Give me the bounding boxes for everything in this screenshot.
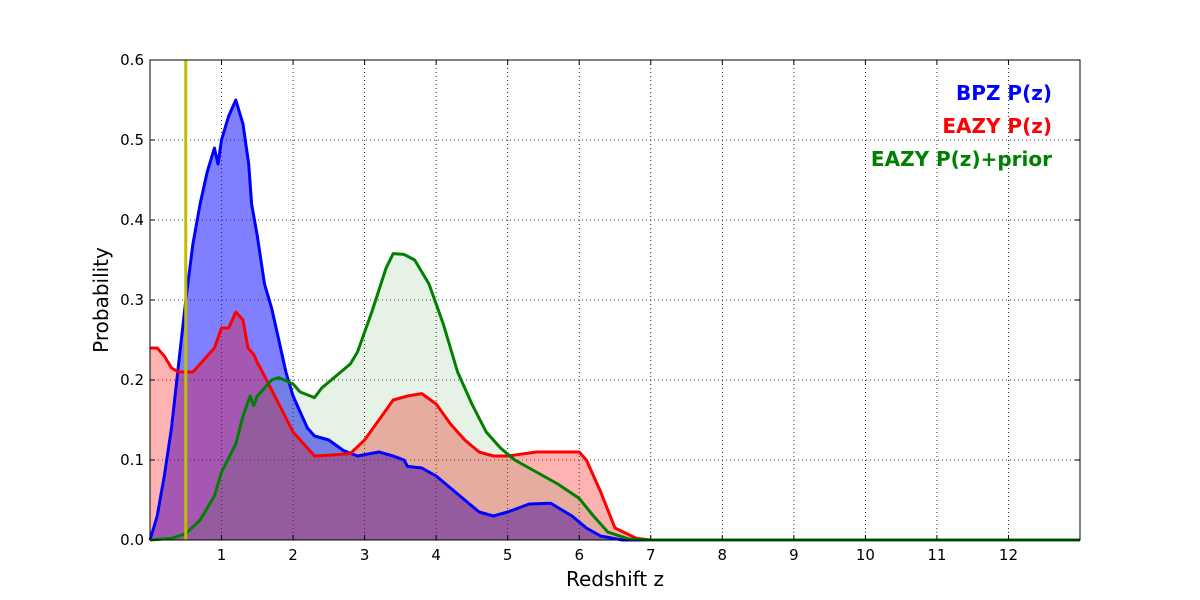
series-line-0 bbox=[148, 98, 1080, 542]
x-tick-label: 6 bbox=[574, 546, 584, 564]
x-tick-label: 5 bbox=[503, 546, 513, 564]
y-tick-label: 0.6 bbox=[120, 51, 144, 69]
series-line-1 bbox=[150, 310, 1080, 542]
series-fill-0 bbox=[150, 100, 1080, 540]
y-tick-label: 0.3 bbox=[120, 291, 144, 309]
x-tick-label: 7 bbox=[646, 546, 656, 564]
legend-entry: EAZY P(z) bbox=[942, 114, 1052, 138]
y-axis-label: Probability bbox=[89, 247, 113, 353]
x-tick-label: 2 bbox=[288, 546, 298, 564]
series-line-2 bbox=[149, 252, 1080, 542]
y-tick-label: 0.5 bbox=[120, 131, 144, 149]
legend: BPZ P(z) EAZY P(z) EAZY P(z)+prior bbox=[871, 81, 1052, 171]
x-axis-label: Redshift z bbox=[566, 567, 664, 591]
series-fill-1 bbox=[150, 312, 1080, 540]
x-tick-label: 10 bbox=[856, 546, 875, 564]
x-tick-label: 8 bbox=[718, 546, 728, 564]
ticks: 1 2 3 4 5 6 7 8 9 10 11 120.00.10.20.30.40.50.6 bbox=[120, 51, 1080, 564]
y-tick-label: 0.4 bbox=[120, 211, 144, 229]
x-tick-label: 11 bbox=[927, 546, 946, 564]
x-tick-label: 9 bbox=[789, 546, 799, 564]
x-tick-label: 3 bbox=[360, 546, 370, 564]
legend-entry: EAZY P(z)+prior bbox=[871, 147, 1052, 171]
series-areas bbox=[148, 98, 1080, 542]
series-fill-2 bbox=[150, 253, 1080, 540]
x-tick-label: 1 bbox=[217, 546, 227, 564]
x-tick-label: 4 bbox=[431, 546, 441, 564]
y-tick-label: 0.2 bbox=[120, 371, 144, 389]
y-tick-label: 0.0 bbox=[120, 531, 144, 549]
legend-entry: BPZ P(z) bbox=[956, 81, 1052, 105]
x-tick-label: 12 bbox=[999, 546, 1018, 564]
y-tick-label: 0.1 bbox=[120, 451, 144, 469]
